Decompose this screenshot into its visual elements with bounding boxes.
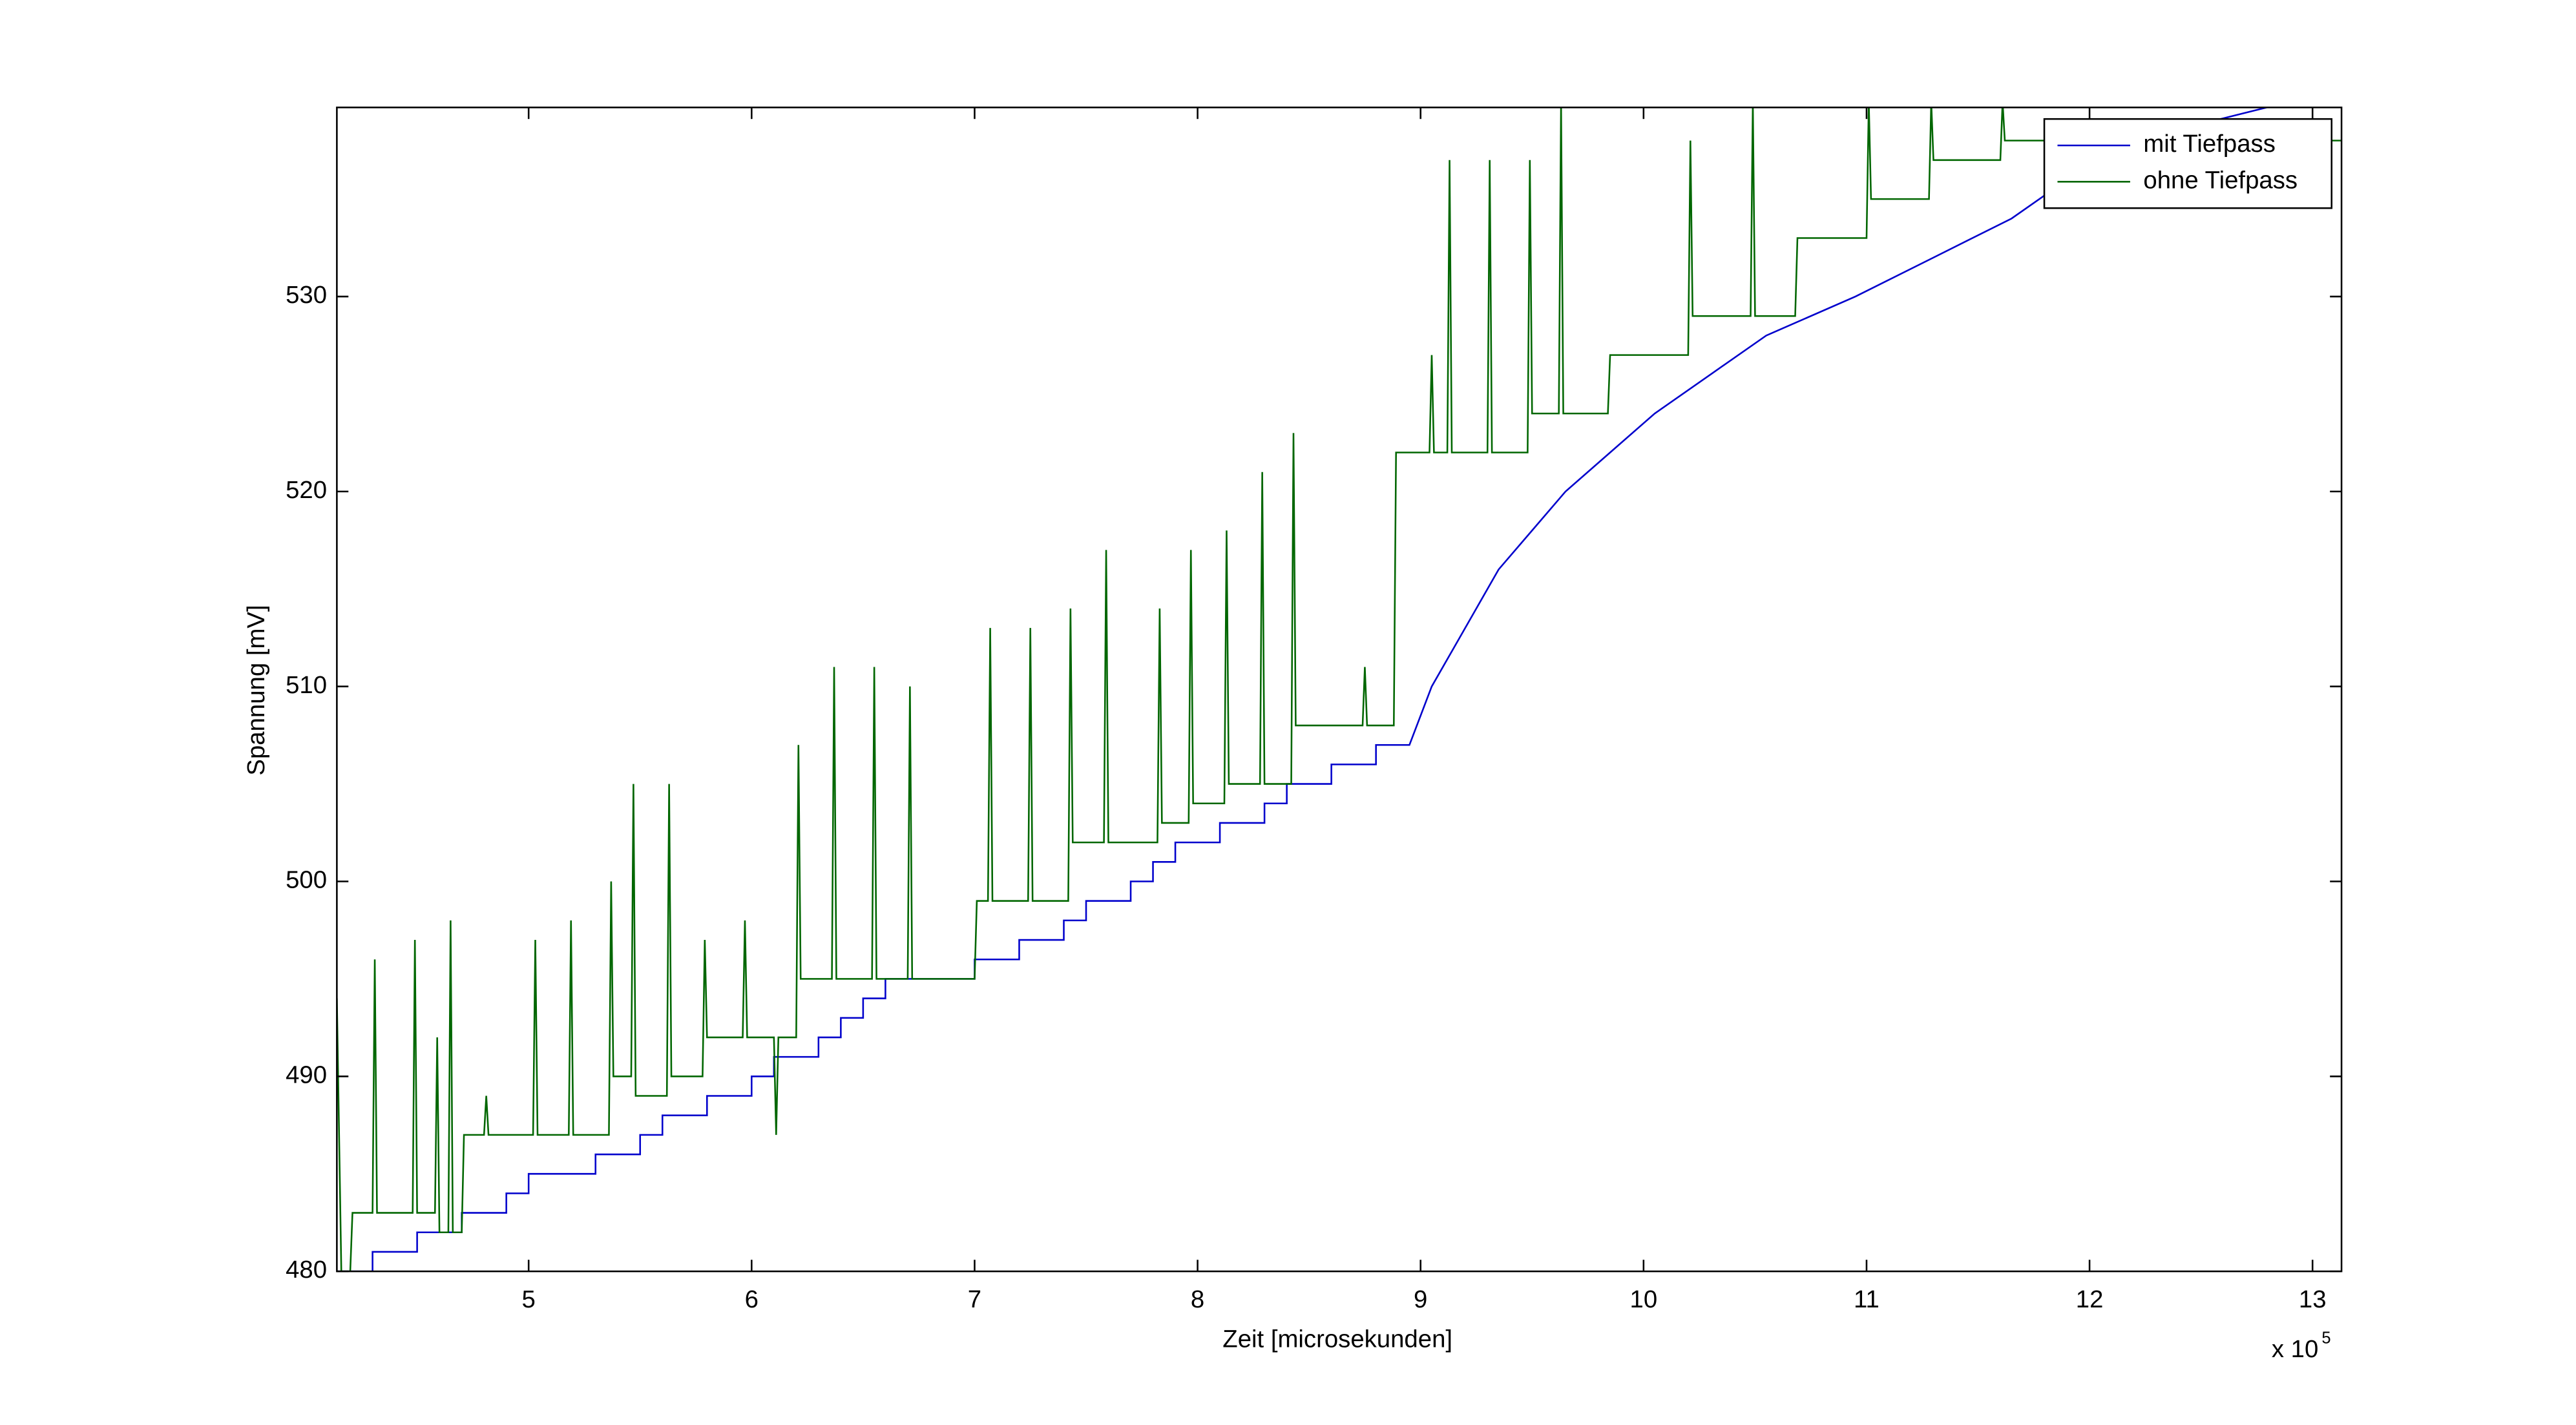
x-tick-label: 6 bbox=[745, 1285, 759, 1313]
axes-box bbox=[336, 107, 2343, 1273]
legend-label: ohne Tiefpass bbox=[2143, 166, 2298, 194]
y-tick-label: 480 bbox=[286, 1256, 327, 1284]
y-tick-label: 500 bbox=[286, 866, 327, 894]
legend-box bbox=[2043, 118, 2333, 209]
y-tick-label: 520 bbox=[286, 476, 327, 504]
data-line bbox=[337, 107, 2270, 1272]
x-tick-label: 8 bbox=[1191, 1285, 1204, 1313]
x-multiplier: x 10 bbox=[2272, 1335, 2318, 1363]
y-axis-label: Spannung [mV] bbox=[242, 605, 270, 775]
x-tick-label: 5 bbox=[522, 1285, 536, 1313]
x-tick-label: 12 bbox=[2076, 1285, 2104, 1313]
x-tick-label: 9 bbox=[1414, 1285, 1427, 1313]
plot-area bbox=[337, 107, 2342, 1272]
x-exponent: 5 bbox=[2321, 1329, 2330, 1347]
x-tick-label: 10 bbox=[1630, 1285, 1658, 1313]
x-axis-label: Zeit [microsekunden] bbox=[1222, 1326, 1452, 1353]
x-tick-label: 13 bbox=[2299, 1285, 2327, 1313]
x-tick-label: 7 bbox=[968, 1285, 981, 1313]
y-tick-label: 530 bbox=[286, 281, 327, 309]
legend-label: mit Tiefpass bbox=[2143, 130, 2275, 158]
x-tick-label: 11 bbox=[1854, 1285, 1880, 1313]
y-tick-label: 510 bbox=[286, 671, 327, 699]
y-tick-label: 490 bbox=[286, 1061, 327, 1088]
data-line bbox=[337, 107, 2342, 1272]
